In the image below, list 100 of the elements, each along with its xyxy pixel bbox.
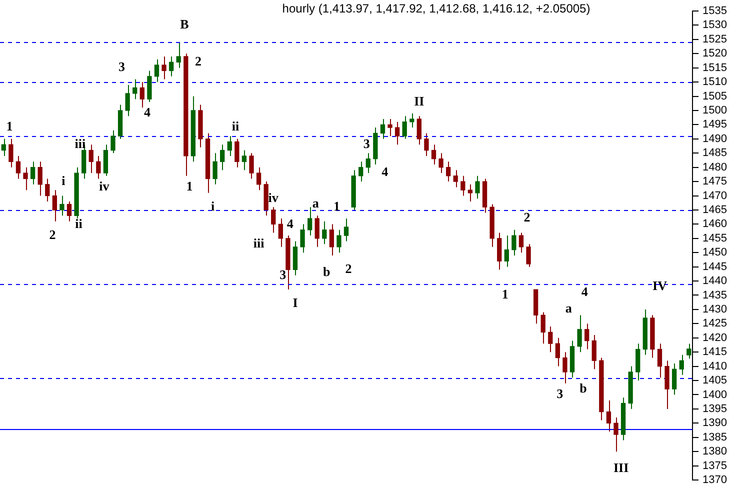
annotation: iii: [74, 136, 86, 152]
y-tick-label: 1390: [702, 417, 728, 430]
annotation: a: [565, 300, 572, 316]
candlestick: [679, 354, 684, 376]
candlestick: [212, 152, 218, 185]
candlestick: [431, 144, 436, 165]
y-tick-label: 1460: [702, 218, 728, 230]
candlestick: [657, 343, 662, 378]
y-tick-label: 1430: [702, 303, 728, 316]
candlestick: [504, 235, 509, 268]
candlestick: [636, 343, 640, 382]
candlestick: [38, 161, 42, 196]
y-tick-label: 1490: [702, 132, 728, 145]
candlestick: [380, 118, 386, 140]
annotation: 4: [382, 164, 389, 180]
y-tick-label: 1465: [702, 204, 728, 216]
candlestick: [540, 312, 546, 344]
candlestick: [584, 323, 590, 350]
y-tick-label: 1420: [702, 332, 728, 344]
y-tick-label: 1410: [702, 360, 728, 372]
y-tick-label: 1450: [702, 246, 728, 259]
y-tick-label: 1475: [702, 176, 728, 188]
annotation: 1: [334, 198, 340, 214]
candlestick: [402, 116, 407, 140]
annotation: iii: [253, 235, 265, 250]
annotation: 3: [556, 386, 564, 401]
y-tick-label: 1510: [702, 76, 728, 88]
annotation: iv: [99, 178, 110, 194]
candlestick: [358, 161, 364, 182]
candlestick: [686, 343, 692, 360]
annotation: B: [180, 16, 190, 32]
annotation: IV: [652, 278, 668, 294]
candlestick: [460, 175, 466, 196]
candlestick: [227, 136, 232, 156]
candlestick: [140, 82, 144, 108]
y-tick-label: 1415: [702, 346, 728, 358]
candlestick: [526, 244, 531, 268]
candlestick: [66, 200, 72, 222]
candlestick: [446, 161, 451, 182]
candlestick: [410, 112, 414, 128]
candlestick: [88, 144, 94, 174]
annotation: b: [322, 264, 330, 280]
candlestick: [45, 178, 50, 202]
annotation: iv: [268, 190, 279, 205]
candlestick: [388, 118, 392, 137]
y-tick-label: 1385: [702, 431, 728, 444]
candlestick: [394, 121, 400, 146]
candlestick: [314, 215, 320, 248]
candlestick: [220, 144, 225, 171]
candlestick: [234, 138, 240, 168]
candlestick: [344, 218, 349, 242]
annotation: 3: [280, 266, 287, 282]
candlestick: [329, 224, 334, 256]
candlestick: [518, 232, 524, 254]
candlestick: [271, 206, 276, 234]
candlestick: [125, 84, 130, 117]
candlestick: [8, 138, 14, 168]
candlestick: [52, 190, 58, 222]
candlestick: [548, 326, 553, 353]
annotation: 2: [195, 53, 202, 68]
candlestick: [249, 152, 254, 180]
annotation: 1: [502, 286, 508, 302]
candlestick: [16, 155, 21, 180]
y-tick-label: 1445: [702, 260, 728, 273]
candlestick: [562, 352, 568, 384]
candlestick: [60, 195, 64, 216]
candlestick: [307, 206, 312, 236]
y-tick-label: 1440: [702, 275, 728, 288]
candlestick: [147, 70, 152, 102]
annotation: 2: [345, 261, 352, 276]
candlestick: [30, 161, 36, 185]
annotation: I: [292, 295, 298, 310]
candlestick: [162, 56, 166, 80]
annotation: i: [211, 198, 216, 214]
y-tick-label: 1495: [702, 118, 728, 131]
candlestick: [614, 416, 618, 452]
annotation: 4: [144, 104, 152, 120]
y-tick-label: 1525: [702, 33, 728, 46]
candlestick: [577, 314, 582, 353]
candlestick: [96, 155, 101, 180]
candlestick: [176, 42, 181, 68]
y-tick-label: 1520: [702, 48, 728, 60]
candlestick: [132, 78, 138, 100]
candlestick: [103, 144, 108, 176]
y-tick-label: 1470: [702, 190, 728, 202]
y-tick-label: 1515: [702, 62, 728, 74]
candlestick: [512, 229, 516, 256]
y-tick-label: 1400: [702, 388, 728, 401]
candlestick: [468, 184, 473, 202]
y-tick-label: 1455: [702, 232, 728, 244]
annotation: i: [62, 173, 66, 188]
candlestick: [592, 334, 596, 370]
annotation: 1: [186, 178, 193, 194]
y-tick-label: 1375: [702, 460, 728, 472]
candlestick: [154, 58, 160, 83]
candlestick: [366, 152, 370, 174]
y-tick-label: 1370: [702, 474, 728, 486]
annotation: 4: [581, 284, 588, 299]
candlestick: [1, 138, 6, 156]
candlestick: [453, 170, 458, 188]
